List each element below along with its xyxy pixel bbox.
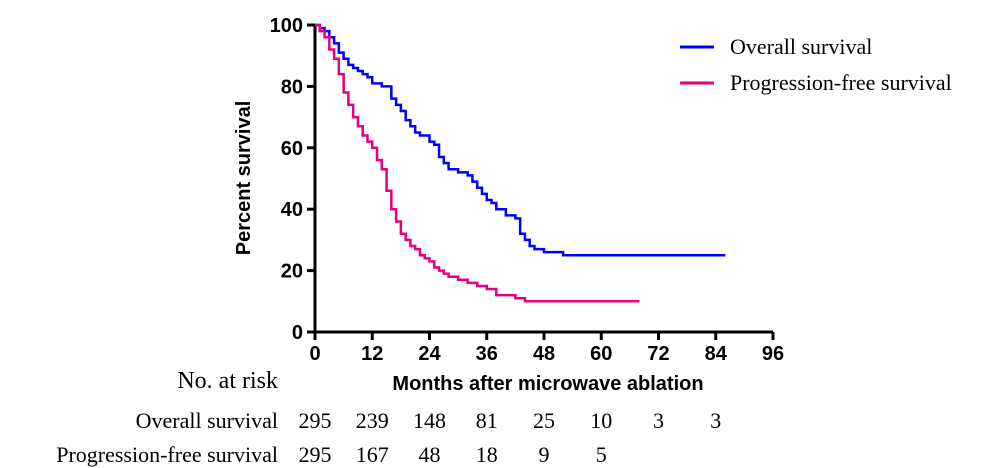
risk-count: 295 — [299, 442, 332, 467]
risk-count: 81 — [476, 408, 498, 433]
x-axis-label: Months after microwave ablation — [392, 373, 703, 395]
risk-count: 18 — [476, 442, 498, 467]
y-tick-label: 100 — [270, 15, 303, 37]
risk-count: 239 — [356, 408, 389, 433]
risk-count: 48 — [419, 442, 441, 467]
risk-count: 167 — [356, 442, 389, 467]
risk-table: No. at risk Overall survival Progression… — [56, 368, 721, 467]
y-axis-label: Percent survival — [233, 101, 255, 256]
y-tick-label: 20 — [281, 261, 303, 283]
x-tick-label: 72 — [647, 343, 669, 365]
y-tick-label: 40 — [281, 199, 303, 221]
x-tick-label: 60 — [590, 343, 612, 365]
risk-count: 25 — [533, 408, 555, 433]
risk-count: 10 — [590, 408, 612, 433]
y-tick-label: 0 — [292, 322, 303, 344]
x-tick-label: 36 — [476, 343, 498, 365]
axes: 0 20 40 60 80 100 0 12 24 36 48 60 72 84 96 — [270, 15, 785, 365]
risk-table-header: No. at risk — [177, 368, 278, 394]
x-tick-label: 84 — [705, 343, 728, 365]
series-line-overall-survival — [315, 23, 726, 257]
risk-row-label-pfs: Progression-free survival — [56, 442, 278, 467]
risk-count: 295 — [299, 408, 332, 433]
x-tick-label: 96 — [762, 343, 784, 365]
y-tick-label: 60 — [281, 138, 303, 160]
legend: Overall survival Progression-free surviv… — [680, 34, 952, 95]
risk-count: 5 — [596, 442, 607, 467]
x-tick-label: 0 — [309, 343, 320, 365]
series-lines — [315, 23, 726, 303]
legend-label-pfs: Progression-free survival — [730, 70, 952, 95]
risk-counts: 295 239 148 81 25 10 3 3 295 167 48 18 9 5 — [299, 408, 722, 467]
legend-label-overall: Overall survival — [730, 34, 872, 59]
x-tick-label: 24 — [418, 343, 441, 365]
risk-count: 3 — [653, 408, 664, 433]
series-line-progression-free-survival — [315, 23, 640, 303]
x-tick-label: 12 — [361, 343, 383, 365]
x-tick-label: 48 — [533, 343, 555, 365]
risk-count: 148 — [413, 408, 446, 433]
y-tick-label: 80 — [281, 76, 303, 98]
risk-count: 9 — [539, 442, 550, 467]
risk-count: 3 — [710, 408, 721, 433]
x-ticks: 0 12 24 36 48 60 72 84 96 — [309, 332, 784, 365]
y-ticks: 0 20 40 60 80 100 — [270, 15, 315, 344]
risk-row-label-overall: Overall survival — [136, 408, 278, 433]
